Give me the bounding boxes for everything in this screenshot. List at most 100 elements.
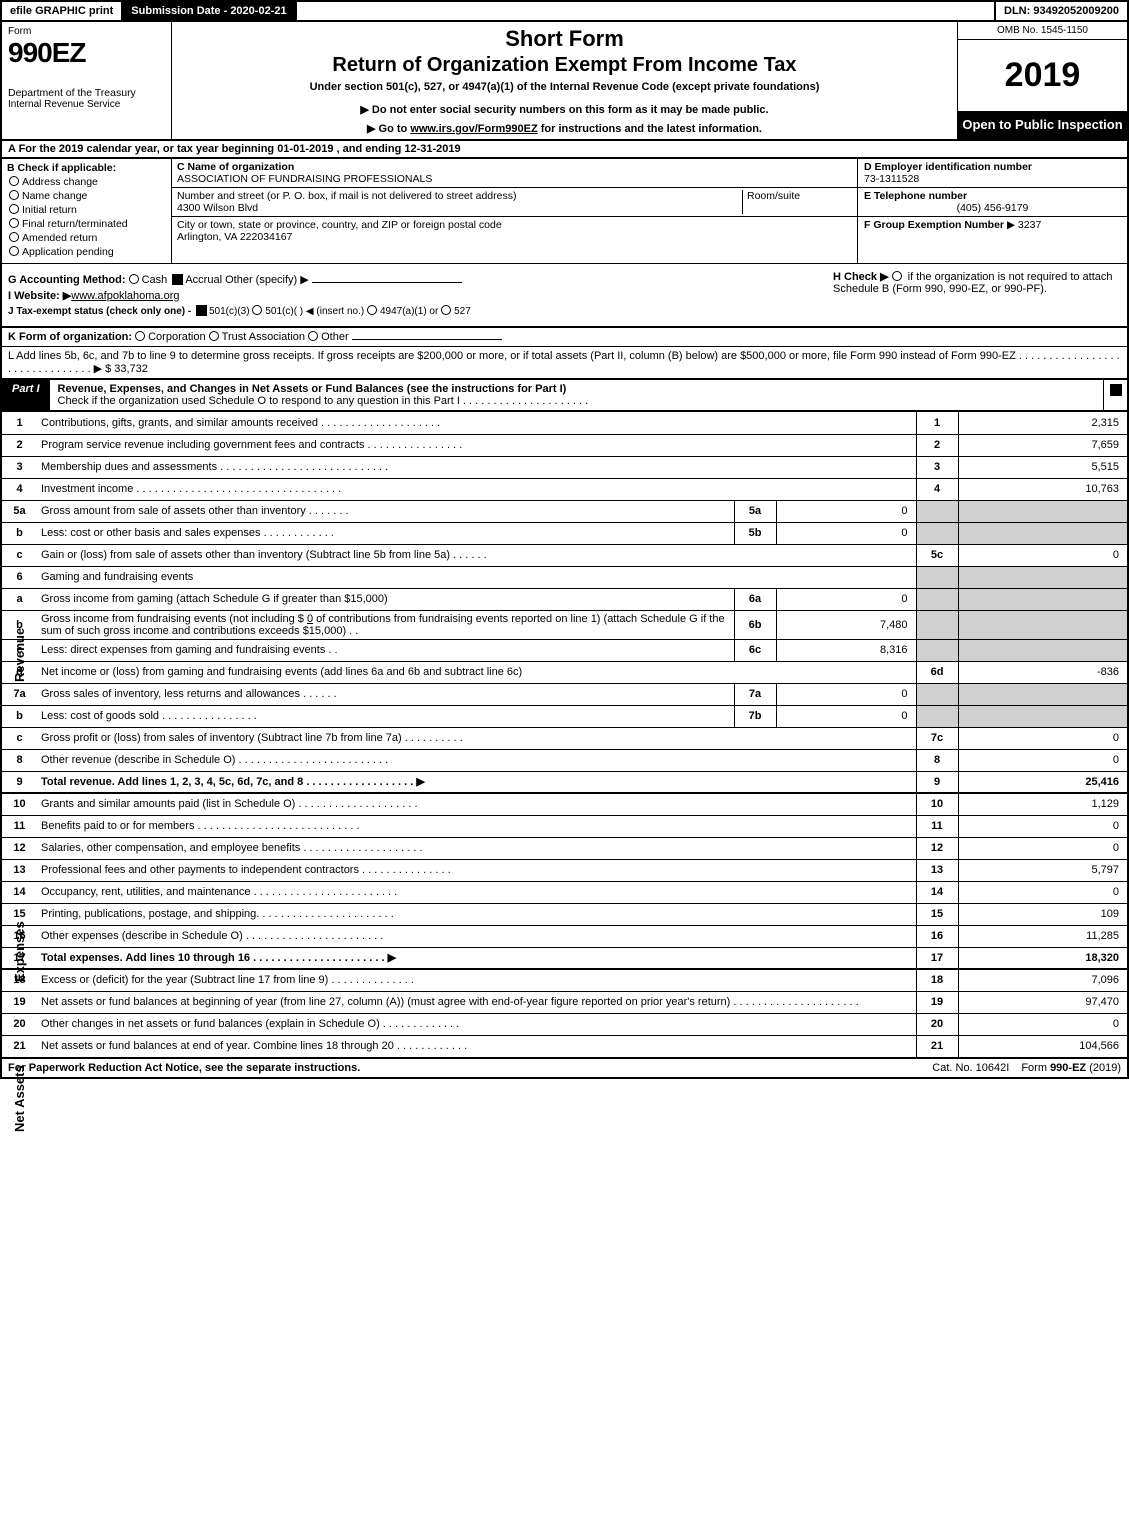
footer-paperwork: For Paperwork Reduction Act Notice, see … (2, 1059, 926, 1077)
subtitle: Under section 501(c), 527, or 4947(a)(1)… (178, 81, 951, 93)
form-word: Form (8, 26, 165, 37)
short-form-title: Short Form (178, 26, 951, 52)
col-d: D Employer identification number 73-1311… (857, 159, 1127, 263)
department-label: Department of the Treasury (8, 87, 165, 99)
header-center: Short Form Return of Organization Exempt… (172, 22, 957, 139)
part1-title: Revenue, Expenses, and Changes in Net As… (50, 380, 1103, 410)
side-netassets: Net Assets (12, 1065, 27, 1132)
line-14: 14Occupancy, rent, utilities, and mainte… (1, 881, 1128, 903)
e-tel-label: E Telephone number (864, 190, 1121, 202)
line-6a: aGross income from gaming (attach Schedu… (1, 588, 1128, 610)
col-c: C Name of organization ASSOCIATION OF FU… (172, 159, 857, 263)
line-5a: 5aGross amount from sale of assets other… (1, 500, 1128, 522)
side-revenue: Revenue (12, 628, 27, 682)
line-10: 10Grants and similar amounts paid (list … (1, 793, 1128, 815)
h-check-circle[interactable] (892, 271, 902, 281)
j-527-circle[interactable] (441, 305, 451, 315)
j-501c-circle[interactable] (252, 305, 262, 315)
line-15: 15Printing, publications, postage, and s… (1, 903, 1128, 925)
line-16: 16Other expenses (describe in Schedule O… (1, 925, 1128, 947)
goto-post: for instructions and the latest informat… (538, 123, 762, 135)
c-name-value: ASSOCIATION OF FUNDRAISING PROFESSIONALS (177, 173, 852, 185)
part1-check-text: Check if the organization used Schedule … (58, 395, 589, 407)
row-a-tax-year: A For the 2019 calendar year, or tax yea… (0, 141, 1129, 159)
chk-address-change[interactable]: Address change (9, 176, 166, 188)
c-name-label: C Name of organization (177, 161, 852, 173)
topbar-spacer (297, 2, 994, 20)
line-7a: 7aGross sales of inventory, less returns… (1, 683, 1128, 705)
line-5b: bLess: cost or other basis and sales exp… (1, 522, 1128, 544)
form-header: Form 990EZ Department of the Treasury In… (0, 22, 1129, 141)
side-expenses: Expenses (12, 921, 27, 982)
chk-final-return[interactable]: Final return/terminated (9, 218, 166, 230)
k-corp-circle[interactable] (135, 331, 145, 341)
j-label: J Tax-exempt status (check only one) - (8, 306, 191, 317)
irs-label: Internal Revenue Service (8, 99, 165, 110)
line-20: 20Other changes in net assets or fund ba… (1, 1013, 1128, 1035)
c-street-value: 4300 Wilson Blvd (177, 202, 742, 214)
line-2: 2Program service revenue including gover… (1, 434, 1128, 456)
k-other-circle[interactable] (308, 331, 318, 341)
f-group-value: ▶ 3237 (1007, 219, 1041, 231)
d-ein-value: 73-1311528 (864, 173, 1121, 185)
line-6d: dNet income or (loss) from gaming and fu… (1, 661, 1128, 683)
c-city-value: Arlington, VA 222034167 (177, 231, 852, 243)
goto-link[interactable]: www.irs.gov/Form990EZ (410, 123, 537, 135)
f-group-label: F Group Exemption Number (864, 219, 1004, 231)
chk-name-change[interactable]: Name change (9, 190, 166, 202)
line-4: 4Investment income . . . . . . . . . . .… (1, 478, 1128, 500)
line-17: 17Total expenses. Add lines 10 through 1… (1, 947, 1128, 969)
h-label: H Check ▶ (833, 271, 889, 283)
line-1: 1Contributions, gifts, grants, and simil… (1, 412, 1128, 434)
chk-application-pending[interactable]: Application pending (9, 246, 166, 258)
line-3: 3Membership dues and assessments . . . .… (1, 456, 1128, 478)
efile-print-label: efile GRAPHIC print (2, 2, 123, 20)
goto-pre: ▶ Go to (367, 123, 410, 135)
header-right: OMB No. 1545-1150 2019 Open to Public In… (957, 22, 1127, 139)
g-cash-circle[interactable] (129, 274, 139, 284)
i-website-value[interactable]: www.afpoklahoma.org (71, 290, 179, 302)
c-city-label: City or town, state or province, country… (177, 219, 852, 231)
g-other-blank[interactable] (312, 282, 462, 283)
dln-label: DLN: 93492052009200 (994, 2, 1127, 20)
line-6: 6Gaming and fundraising events (1, 566, 1128, 588)
h-block: H Check ▶ if the organization is not req… (827, 264, 1127, 326)
line-7c: cGross profit or (loss) from sales of in… (1, 727, 1128, 749)
line-9: 9Total revenue. Add lines 1, 2, 3, 4, 5c… (1, 771, 1128, 793)
block-bcd: B Check if applicable: Address change Na… (0, 159, 1129, 264)
part1-checkbox[interactable] (1110, 384, 1122, 396)
line-19: 19Net assets or fund balances at beginni… (1, 991, 1128, 1013)
line-13: 13Professional fees and other payments t… (1, 859, 1128, 881)
col-b: B Check if applicable: Address change Na… (2, 159, 172, 263)
submission-date-label: Submission Date - 2020-02-21 (123, 2, 296, 20)
c-room-label: Room/suite (742, 190, 852, 214)
form-number: 990EZ (8, 37, 165, 69)
line-5c: cGain or (loss) from sale of assets othe… (1, 544, 1128, 566)
g-left: G Accounting Method: Cash Accrual Other … (2, 264, 827, 326)
j-501c3-check[interactable] (196, 305, 207, 316)
row-l: L Add lines 5b, 6c, and 7b to line 9 to … (0, 347, 1129, 379)
line-7b: bLess: cost of goods sold . . . . . . . … (1, 705, 1128, 727)
line-11: 11Benefits paid to or for members . . . … (1, 815, 1128, 837)
line-21: 21Net assets or fund balances at end of … (1, 1035, 1128, 1057)
chk-initial-return[interactable]: Initial return (9, 204, 166, 216)
j-4947-circle[interactable] (367, 305, 377, 315)
line-6b: bGross income from fundraising events (n… (1, 610, 1128, 639)
line-8: 8Other revenue (describe in Schedule O) … (1, 749, 1128, 771)
line-12: 12Salaries, other compensation, and empl… (1, 837, 1128, 859)
k-label: K Form of organization: (8, 331, 132, 343)
part1-header: Part I Revenue, Expenses, and Changes in… (0, 379, 1129, 412)
return-title: Return of Organization Exempt From Incom… (178, 54, 951, 77)
k-trust-circle[interactable] (209, 331, 219, 341)
g-accrual-check[interactable] (172, 274, 183, 285)
chk-amended-return[interactable]: Amended return (9, 232, 166, 244)
line-18: 18Excess or (deficit) for the year (Subt… (1, 969, 1128, 991)
col-b-head: B Check if applicable: (7, 162, 166, 174)
row-k: K Form of organization: Corporation Trus… (0, 328, 1129, 347)
k-other-blank[interactable] (352, 339, 502, 340)
goto-line: ▶ Go to www.irs.gov/Form990EZ for instru… (178, 122, 951, 135)
part1-checkbox-cell (1103, 380, 1127, 410)
part1-tab: Part I (2, 380, 50, 410)
block-ghij: G Accounting Method: Cash Accrual Other … (0, 264, 1129, 328)
lines-wrap: Revenue Expenses Net Assets 1Contributio… (0, 412, 1129, 1058)
